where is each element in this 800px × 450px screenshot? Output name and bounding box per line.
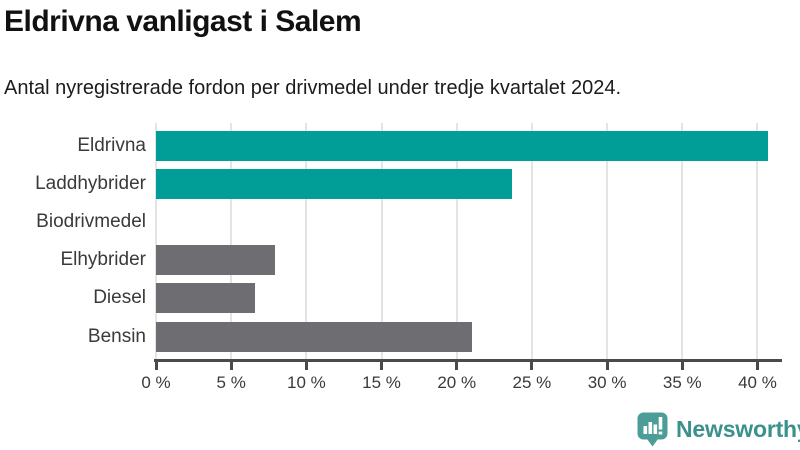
- x-axis-line: [154, 359, 782, 362]
- axis-tick-label: 35 %: [662, 373, 702, 392]
- axis-tick: [755, 362, 759, 370]
- bar-eldrivna: [156, 131, 768, 161]
- axis-tick: [154, 362, 158, 370]
- newsworthy-logo: Newsworthy: [637, 411, 800, 447]
- axis-tick-label: 25 %: [512, 373, 552, 392]
- category-label-column: Eldrivna Laddhybrider Biodrivmedel Elhybrid…: [0, 123, 146, 360]
- gridline: [681, 123, 684, 360]
- gridline: [606, 123, 609, 360]
- axis-tick-label: 40 %: [738, 373, 777, 392]
- chart-title: Eldrivna vanligast i Salem: [4, 5, 362, 38]
- gridline: [455, 123, 458, 360]
- axis-tick-label: 5 %: [216, 373, 246, 392]
- axis-tick-label: 10 %: [286, 373, 326, 392]
- gridline: [230, 123, 233, 360]
- axis-tick-label: 0 %: [141, 373, 171, 392]
- axis-tick: [605, 362, 609, 370]
- newsworthy-wordmark: Newsworthy: [676, 415, 800, 442]
- axis-tick: [455, 362, 459, 370]
- bar-chart: Eldrivna Laddhybrider Biodrivmedel Elhybrid…: [0, 123, 800, 398]
- bar-diesel: [156, 283, 256, 314]
- axis-tick: [530, 362, 534, 370]
- gridline: [305, 123, 308, 360]
- axis-tick-label: 30 %: [587, 373, 627, 392]
- gridline: [155, 123, 157, 360]
- plot-area: [155, 123, 783, 360]
- axis-tick: [680, 362, 684, 370]
- axis-tick: [229, 362, 233, 370]
- bar-bensin: [156, 321, 472, 352]
- category-label: Elhybrider: [60, 249, 146, 271]
- axis-tick: [380, 362, 384, 370]
- bar-elhybrider: [156, 245, 275, 276]
- category-label: Bensin: [87, 325, 146, 347]
- gridline: [756, 123, 759, 360]
- category-label: Eldrivna: [77, 135, 146, 156]
- newsworthy-speech-bubble-icon: [637, 412, 668, 446]
- category-label: Laddhybrider: [35, 173, 146, 195]
- gridline: [530, 123, 533, 360]
- gridline: [380, 123, 383, 360]
- axis-tick: [304, 362, 308, 370]
- category-label: Diesel: [93, 287, 146, 309]
- category-label: Biodrivmedel: [36, 211, 146, 233]
- chart-subtitle: Antal nyregistrerade fordon per drivmede…: [4, 77, 622, 99]
- bar-laddhybrider: [156, 169, 513, 200]
- axis-tick-label: 20 %: [437, 373, 477, 392]
- axis-tick-label: 15 %: [362, 373, 401, 392]
